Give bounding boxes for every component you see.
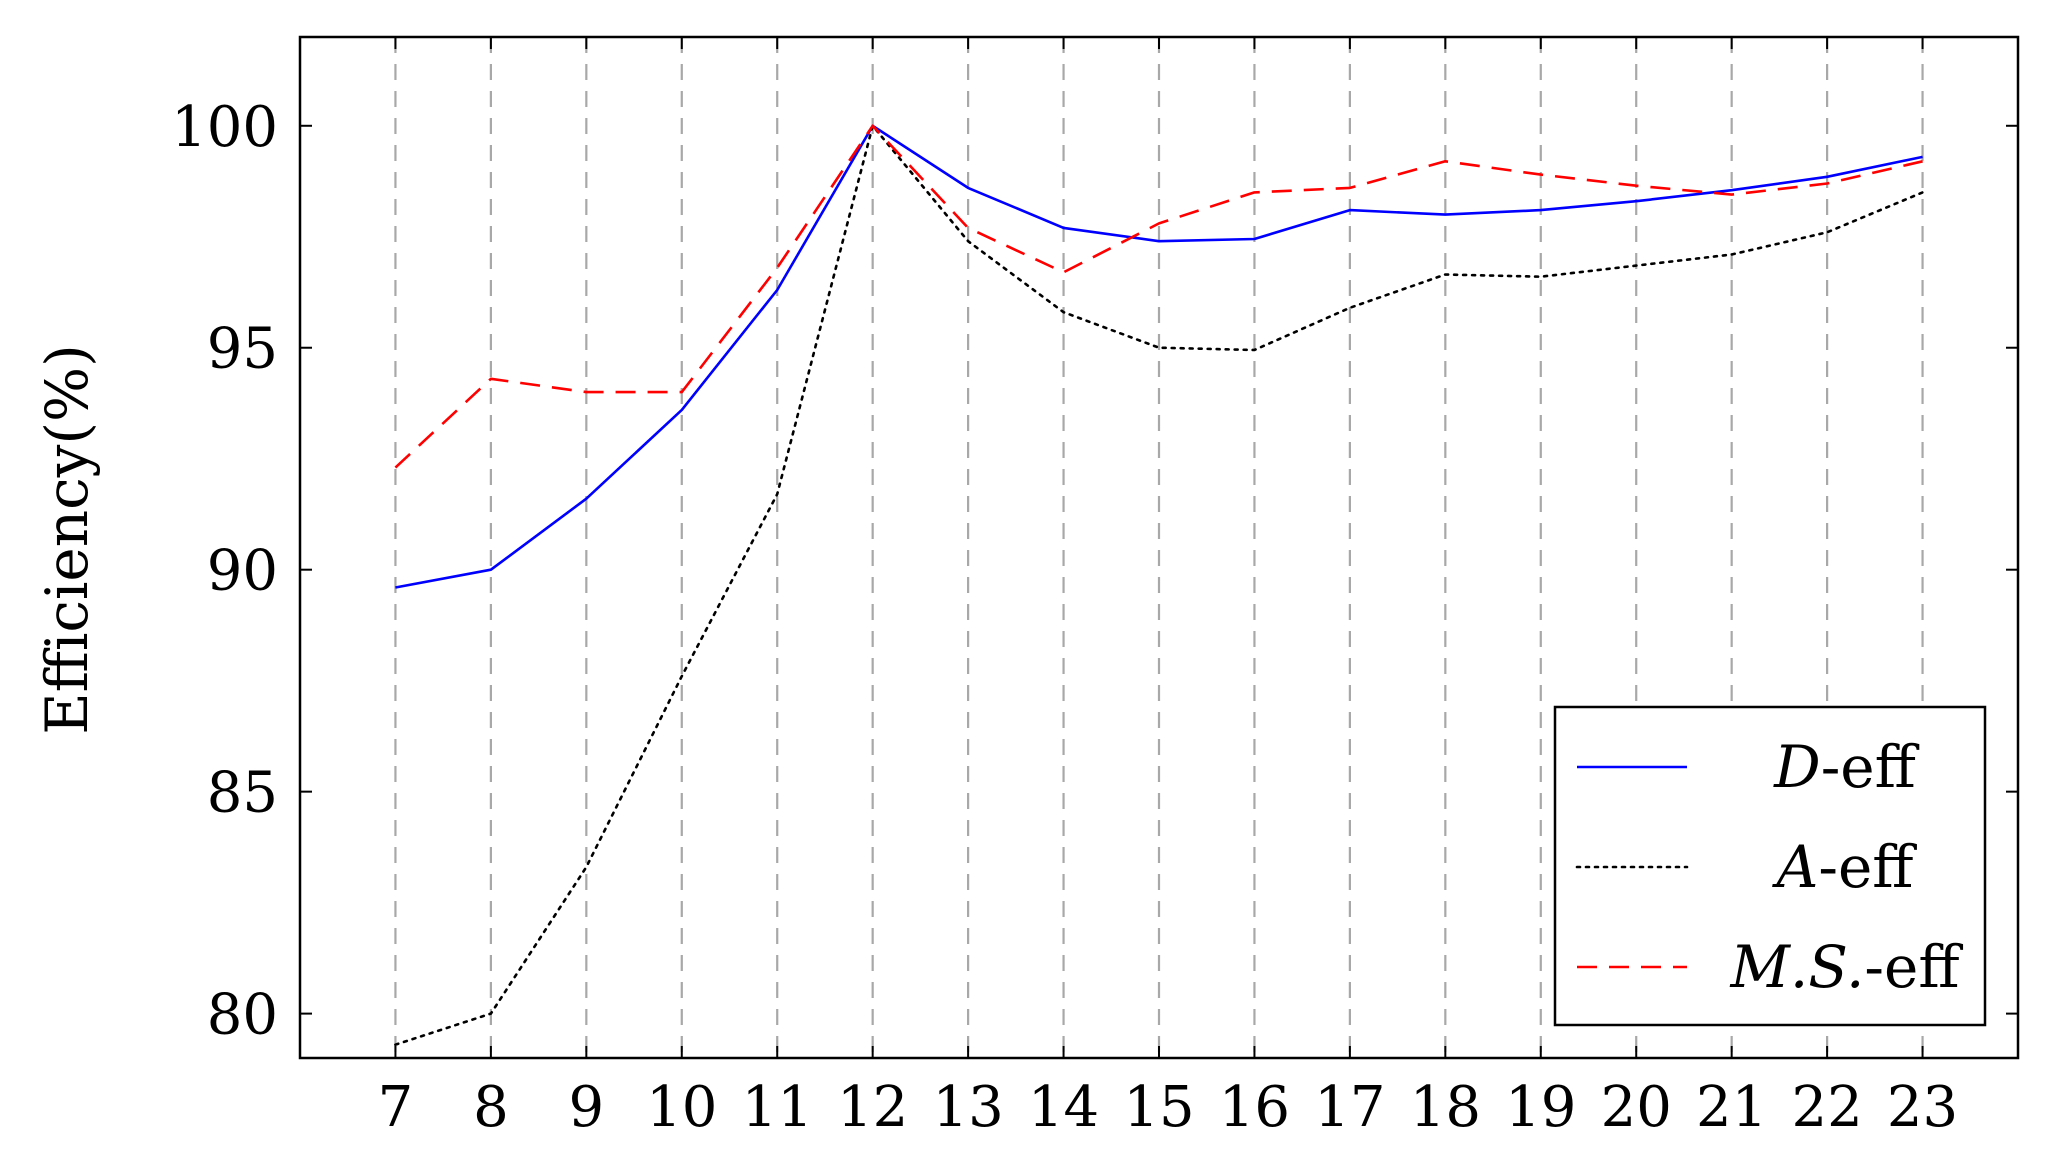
legend-label: M.S.-eff (1729, 933, 1963, 1001)
series-line-m-s-eff (394, 124, 1923, 469)
axis-ticks: 7 8 9 10 11 12 13 14 15 16 17 18 19 20 21 22 23 80 85 90 95 1… (171, 37, 2018, 1140)
x-tick-label: 15 (1123, 1075, 1194, 1140)
x-tick-label: 21 (1696, 1075, 1767, 1140)
legend-label: D-eff (1773, 733, 1919, 801)
x-tick-label: 9 (569, 1075, 605, 1140)
y-tick-label: 80 (207, 983, 278, 1048)
x-tick-label: 8 (473, 1075, 509, 1140)
y-axis-title: Efficiency(%) (33, 344, 101, 734)
x-tick-label: 23 (1887, 1075, 1958, 1140)
legend-box (1553, 705, 1987, 1027)
y-tick-label: 90 (207, 539, 278, 604)
x-tick-label: 19 (1505, 1075, 1576, 1140)
x-tick-label: 18 (1410, 1075, 1481, 1140)
y-tick-label: 95 (207, 317, 278, 382)
legend-item: A-eff (1575, 833, 1917, 901)
x-tick-label: 10 (646, 1075, 717, 1140)
x-tick-label: 13 (932, 1075, 1003, 1140)
series-lines (394, 124, 1924, 1046)
series-line-d-eff (395, 124, 1923, 589)
legend-item: D-eff (1577, 733, 1920, 801)
y-tick-label: 85 (207, 761, 278, 826)
y-tick-label: 100 (171, 95, 278, 160)
series-line-a-eff (394, 124, 1924, 1046)
x-tick-label: 14 (1028, 1075, 1099, 1140)
x-tick-label: 22 (1791, 1075, 1862, 1140)
legend-item: M.S.-eff (1577, 933, 1963, 1001)
x-tick-label: 11 (742, 1075, 813, 1140)
legend: D-eff A-eff M.S.-eff (1553, 705, 1987, 1027)
x-tick-label: 7 (378, 1075, 414, 1140)
x-tick-label: 17 (1314, 1075, 1385, 1140)
legend-label: A-eff (1771, 833, 1917, 901)
x-tick-label: 16 (1219, 1075, 1290, 1140)
x-tick-label: 20 (1601, 1075, 1672, 1140)
x-tick-label: 12 (837, 1075, 908, 1140)
